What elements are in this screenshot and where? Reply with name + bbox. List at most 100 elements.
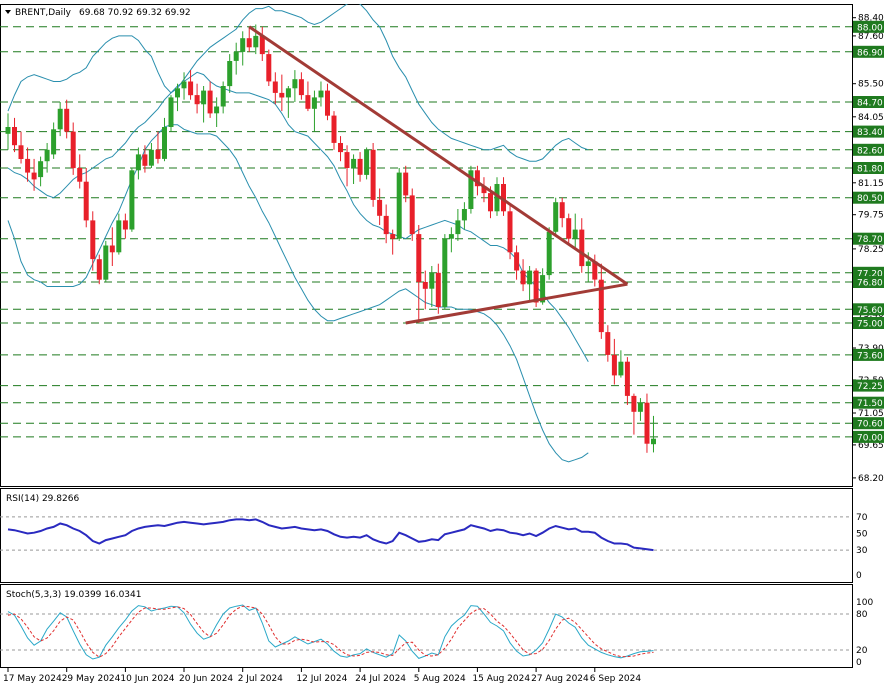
candle-body [162,127,167,159]
price-tick-label: 69.65 [858,441,884,451]
candle-body [572,229,578,239]
time-tick-label: 29 May 2024 [62,674,121,684]
candle-body [83,181,89,221]
stoch-panel: 100 80 20 0 [0,598,873,668]
candle-body [109,245,115,253]
candle-body [135,154,141,171]
level-box-label: 84.70 [857,99,883,109]
level-box [853,232,884,245]
level-box-label: 70.60 [857,420,883,430]
candle-body [116,220,122,253]
candle-body [155,149,161,159]
candle-body [390,234,396,239]
price-tick-label: 85.50 [858,80,884,90]
level-box-label: 82.60 [857,146,883,156]
bollinger-middle-line [7,71,589,362]
trendlines [248,25,629,325]
candle-body [181,81,187,89]
candle-body [357,158,363,175]
candle-body [201,90,207,105]
candle-body [631,395,637,412]
candle-body [292,79,298,89]
level-box [853,276,884,288]
rsi-tick-label: 70 [856,513,868,523]
price-tick-label: 68.20 [858,474,884,484]
rsi-label: RSI(14) 29.8266 [6,494,79,504]
candle-body [403,172,409,196]
candle-body [96,259,102,280]
level-box [853,143,884,156]
price-axis: 88.40 87.60 85.50 84.05 82.60 81.15 79.75 78.25… [852,14,884,484]
candle-body [142,154,148,166]
candle-body [377,199,383,216]
candle-body [279,92,285,98]
candle-body [103,245,109,280]
candle-body [429,272,435,289]
level-box-label: 81.80 [857,165,883,175]
time-tick-label: 10 Jun 2024 [120,674,174,684]
candle-body [298,79,304,96]
time-tick-label: 15 Aug 2024 [472,674,530,684]
candle-body [64,108,70,132]
candle-body [25,158,31,173]
time-tick-label: 24 Jul 2024 [355,674,406,684]
trendline [405,282,628,325]
candle-body [148,149,154,166]
level-box-label: 76.80 [857,279,883,289]
candle-body [266,54,272,82]
candle-body [338,143,343,153]
candle-body [18,145,24,159]
level-box-label: 73.60 [857,351,883,361]
candle-body [396,172,402,239]
candle-body [514,252,520,271]
candle-body [233,51,239,61]
ohlc-readout: 69.68 70.92 69.32 69.92 [79,8,191,18]
level-box-label: 75.00 [857,320,883,330]
candle-body [533,270,539,303]
level-box-label: 72.25 [857,382,883,392]
candle-body [129,170,135,230]
price-tick-label: 84.05 [858,113,884,123]
stoch-tick-label: 0 [856,658,862,668]
level-boxes: 88.00 86.90 84.70 83.40 82.60 81.80 80.50 78.70… [853,20,884,443]
rsi-tick-label: 50 [856,530,868,540]
level-box [853,317,884,329]
price-tick-label: 87.60 [858,32,884,42]
level-box-label: 70.00 [857,433,883,443]
stoch-label: Stoch(5,3,3) 19.0399 16.0341 [6,590,141,600]
price-tick-label: 71.05 [858,409,884,419]
candle-body [474,170,480,187]
candle-body [175,88,180,98]
level-box [853,266,884,279]
rsi-panel-frame [0,488,853,583]
candle-body [259,35,265,55]
level-box [853,430,884,443]
dropdown-arrow-icon[interactable] [5,10,11,14]
candle-body [618,361,624,376]
candle-body [188,81,194,96]
candle-body [246,38,252,48]
candle-body [520,270,526,285]
candle-body [637,402,643,412]
candle-body [507,211,513,253]
candle-body [305,95,311,109]
price-tick-label: 88.40 [858,14,884,24]
level-box [853,45,884,58]
candle-body [546,231,552,276]
candle-body [220,86,226,107]
candle-body [370,149,376,200]
candle-body [331,115,337,143]
bollinger-lower-line [7,124,589,463]
candle-body [51,129,57,155]
candle-body [90,220,96,260]
level-box-label: 77.20 [857,269,883,279]
time-tick-label: 6 Sep 2024 [590,674,642,684]
price-tick-label: 81.15 [858,179,884,189]
time-tick-label: 27 Aug 2024 [531,674,589,684]
candle-body [501,184,506,212]
level-box [853,162,884,174]
candle-body [325,90,330,116]
candle-body [168,97,174,127]
candle-body [364,149,370,175]
candle-body [344,152,350,168]
